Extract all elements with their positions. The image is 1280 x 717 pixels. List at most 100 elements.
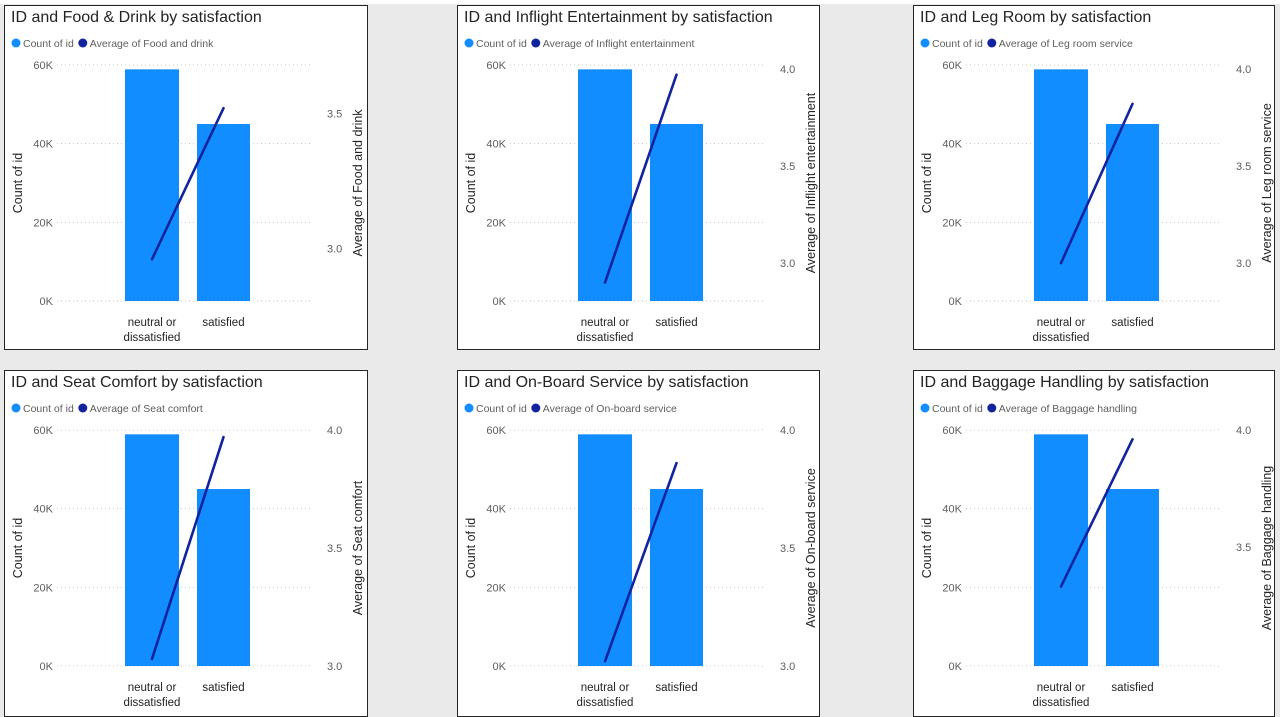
legend-label-count: Count of id [476,38,527,50]
y-tick-label: 20K [486,582,506,594]
legend-label-average: Average of Baggage handling [999,403,1137,415]
y2-tick-label: 4.0 [327,425,342,437]
bar [578,69,632,302]
x-category-label: neutral or dissatisfied [1033,317,1090,344]
bar [1106,124,1159,301]
bar [197,489,250,666]
y-axis-title: Count of id [464,518,478,579]
chart-panel-food-drink[interactable]: ID and Food & Drink by satisfaction Count… [4,5,368,350]
y2-tick-label: 3.5 [780,161,795,173]
y-tick-label: 60K [33,60,53,72]
chart-panel-baggage-handling[interactable]: ID and Baggage Handling by satisfaction C… [913,370,1275,717]
legend-label-average: Average of Food and drink [90,38,214,50]
legend-label-count: Count of id [23,403,74,415]
y-tick-label: 0K [40,661,54,673]
average-line [1059,102,1134,265]
chart-panel-leg-room[interactable]: ID and Leg Room by satisfaction Count of … [913,5,1275,350]
legend-marker-line [987,403,997,413]
x-category-label: satisfied [1111,682,1153,694]
y-tick-label: 40K [486,504,506,516]
x-category-label: neutral or dissatisfied [124,317,181,344]
chart-svg: ID and Seat Comfort by satisfaction Count… [11,374,365,709]
y2-tick-label: 3.5 [327,543,342,555]
x-category-label: satisfied [202,682,244,694]
chart-svg: ID and Inflight Entertainment by satisfa… [464,9,818,344]
y2-tick-label: 3.5 [1236,161,1251,173]
y2-tick-label: 3.5 [327,109,342,121]
x-category-label: satisfied [655,682,697,694]
bar [125,69,179,302]
legend-label-count: Count of id [932,38,983,50]
y-tick-label: 60K [942,60,962,72]
legend-marker-bar [11,403,21,413]
chart-title: ID and Seat Comfort by satisfaction [11,374,263,391]
bar [197,124,250,301]
average-line [1059,438,1134,588]
y2-tick-label: 3.0 [327,243,342,255]
y-tick-label: 20K [33,217,53,229]
chart-title: ID and On-Board Service by satisfaction [464,374,749,391]
bar [650,489,703,666]
y2-axis-title: Average of Leg room service [1260,103,1274,263]
average-line [150,106,225,261]
legend-label-count: Count of id [23,38,74,50]
y-tick-label: 60K [942,425,962,437]
legend-label-average: Average of On-board service [543,403,677,415]
legend-label-average: Average of Inflight entertainment [543,38,695,50]
y-tick-label: 40K [33,139,53,151]
y-tick-label: 40K [942,504,962,516]
legend-marker-bar [920,38,930,48]
legend-marker-line [78,38,88,48]
y2-axis-title: Average of Food and drink [351,109,365,257]
y2-axis-title: Average of Seat comfort [351,480,365,615]
legend-marker-line [987,38,997,48]
legend-label-count: Count of id [476,403,527,415]
chart-panel-on-board-service[interactable]: ID and On-Board Service by satisfaction C… [457,370,820,717]
chart-title: ID and Food & Drink by satisfaction [11,9,262,26]
y-tick-label: 40K [486,139,506,151]
y-tick-label: 20K [942,582,962,594]
y2-tick-label: 3.0 [327,661,342,673]
legend-label-average: Average of Seat comfort [90,403,203,415]
legend-marker-line [531,38,541,48]
x-category-label: neutral or dissatisfied [577,317,634,344]
y-tick-label: 40K [33,504,53,516]
bar [650,124,703,301]
chart-panel-seat-comfort[interactable]: ID and Seat Comfort by satisfaction Count… [4,370,368,717]
chart-panel-inflight-entertainment[interactable]: ID and Inflight Entertainment by satisfa… [457,5,820,350]
y-tick-label: 0K [40,296,54,308]
y-axis-title: Count of id [11,153,25,214]
y-tick-label: 0K [949,661,963,673]
legend-marker-bar [464,38,474,48]
chart-svg: ID and Food & Drink by satisfaction Count… [11,9,365,344]
average-line [150,435,225,661]
y-axis-title: Count of id [920,518,934,579]
y2-axis-title: Average of Inflight entertainment [804,92,818,273]
y-tick-label: 0K [493,661,507,673]
y-tick-label: 0K [493,296,507,308]
y2-tick-label: 3.5 [780,543,795,555]
y2-tick-label: 3.0 [780,258,795,270]
top-strip [0,0,1280,4]
x-category-label: satisfied [202,317,244,329]
y2-tick-label: 4.0 [780,64,795,76]
y2-tick-label: 4.0 [1236,64,1251,76]
y2-tick-label: 3.0 [1236,258,1251,270]
legend-label-average: Average of Leg room service [999,38,1133,50]
chart-title: ID and Baggage Handling by satisfaction [920,374,1209,391]
bar [1034,69,1088,302]
legend-marker-bar [920,403,930,413]
y-tick-label: 60K [33,425,53,437]
bar [578,434,632,666]
x-category-label: neutral or dissatisfied [577,682,634,709]
y-tick-label: 60K [486,425,506,437]
y2-tick-label: 4.0 [780,425,795,437]
y2-tick-label: 3.0 [780,661,795,673]
y-axis-title: Count of id [464,153,478,214]
bar [125,434,179,666]
y-tick-label: 20K [33,582,53,594]
y-tick-label: 20K [486,217,506,229]
y2-tick-label: 4.0 [1236,425,1251,437]
legend-marker-bar [464,403,474,413]
average-line [603,73,678,284]
